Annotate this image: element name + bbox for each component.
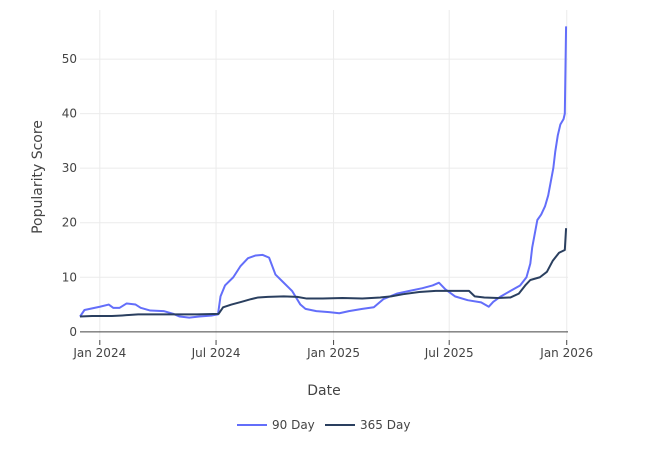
y-axis-title: Popularity Score — [30, 120, 46, 234]
y-tick-label: 20 — [62, 216, 77, 230]
legend-label-365-day: 365 Day — [360, 418, 410, 432]
series-layer — [79, 26, 568, 319]
legend: 90 Day 365 Day — [237, 418, 410, 432]
x-axis-ticks: Jan 2024 Jul 2024 Jan 2025 Jul 2025 Jan 2026 — [72, 340, 593, 360]
y-tick-label: 10 — [62, 270, 77, 284]
y-tick-label: 40 — [62, 107, 77, 121]
grid-lines — [80, 10, 568, 340]
x-axis-title: Date — [307, 383, 340, 399]
x-tick-label: Jul 2025 — [424, 346, 474, 360]
x-tick-label: Jan 2025 — [306, 346, 360, 360]
x-tick-label: Jul 2024 — [191, 346, 241, 360]
y-tick-label: 0 — [69, 325, 77, 339]
y-tick-label: 50 — [62, 52, 77, 66]
x-tick-label: Jan 2024 — [72, 346, 126, 360]
y-tick-label: 30 — [62, 161, 77, 175]
y-axis-ticks: 0 10 20 30 40 50 — [62, 52, 77, 339]
x-tick-label: Jan 2026 — [539, 346, 593, 360]
series-line-90-day — [79, 26, 568, 319]
series-line-365-day — [79, 228, 568, 318]
legend-label-90-day: 90 Day — [272, 418, 315, 432]
